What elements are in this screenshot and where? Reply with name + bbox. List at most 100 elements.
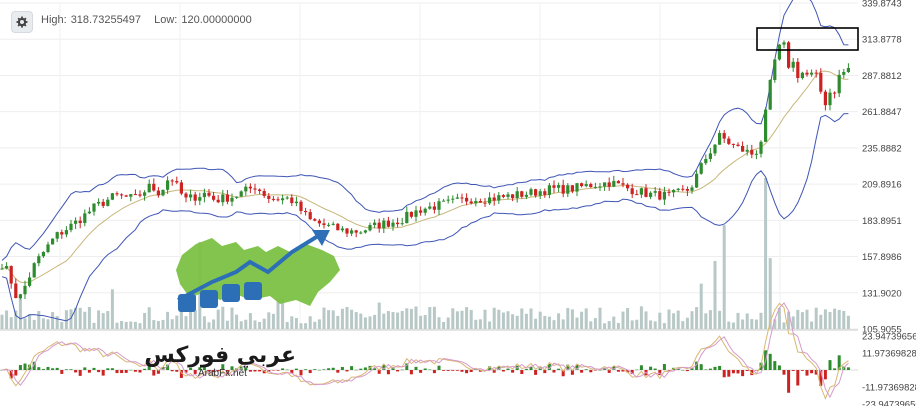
candle-body [529,189,533,195]
volume-bar [32,319,36,329]
volume-bar [230,307,234,329]
macd-histogram-bar [271,370,275,371]
volume-bar [55,316,59,329]
candle-body [750,149,754,155]
candle-body [161,189,165,196]
candle-body [92,203,96,212]
candle-body [152,183,156,191]
volume-bar [308,316,312,329]
macd-histogram-bar [138,370,142,373]
volume-bar [616,322,620,329]
candle-body [129,194,133,197]
candle-body [216,199,220,203]
candle-body [626,184,630,189]
candle-body [704,158,708,164]
volume-bar [331,310,335,329]
volume-bar [529,308,533,329]
macd-histogram-bar [400,369,404,371]
settings-gear-button[interactable] [11,11,33,33]
candle-body [736,144,740,146]
candle-body [377,222,381,229]
volume-bar [419,315,423,329]
volume-bar [74,307,78,329]
volume-bar [736,312,740,329]
macd-histogram-bar [129,369,133,371]
macd-histogram-bar [557,368,561,370]
candle-body [336,223,340,231]
candle-body [322,223,326,226]
candle-body [846,68,850,73]
volume-bar [207,322,211,329]
volume-bar [69,309,73,329]
candle-body [170,180,174,182]
macd-histogram-bar [455,370,459,371]
candle-body [644,188,648,197]
volume-bar [451,308,455,329]
candle-body [340,228,344,231]
macd-histogram-bar [478,370,482,372]
candle-body [202,192,206,198]
candle-body [814,72,818,74]
high-label: High: [41,14,67,26]
candle-body [566,185,570,194]
volume-bar [800,312,804,329]
volume-bar [340,308,344,329]
candle-body [713,144,717,154]
candle-body [41,251,45,257]
macd-histogram-bar [432,370,436,374]
candle-body [78,220,82,224]
macd-histogram-bar [414,366,418,370]
candle-body [810,72,814,75]
volume-bar [520,308,524,329]
candle-body [55,232,59,239]
candle-body [662,191,666,200]
macd-histogram-bar [18,365,22,370]
macd-histogram-bar [60,370,64,374]
macd-histogram-bar [469,370,473,373]
macd-histogram-bar [547,363,551,370]
macd-histogram-bar [248,370,252,372]
volume-bar [557,313,561,329]
volume-bar [41,318,45,329]
high-low-readout: High: 318.73255497 Low: 120.00000000 [41,14,256,26]
candle-body [446,199,450,201]
macd-histogram-bar [423,368,427,370]
candle-body [741,145,745,152]
candle-body [469,201,473,204]
macd-histogram-bar [736,370,740,374]
volume-bar [221,306,225,329]
volume-bar [432,306,436,329]
logo-arabic: عربي فوركس [144,343,296,368]
price-tick-label: 131.9020 [862,288,902,299]
map-shape [176,238,340,306]
macd-histogram-bar [566,364,570,370]
macd-histogram-bar [147,365,151,370]
candle-body [133,194,137,196]
volume-bar [18,295,22,329]
candle-body [32,263,36,278]
macd-histogram-bar [552,370,556,373]
candle-body [400,223,404,225]
candle-body [115,193,119,195]
macd-histogram-bar [189,367,193,370]
macd-histogram-bar [543,370,547,374]
volume-bar [446,317,450,329]
macd-histogram-bar [773,361,777,370]
volume-bar [396,312,400,329]
macd-histogram-bar [446,370,450,371]
candle-body [74,220,78,224]
macd-histogram-bar [828,360,832,370]
macd-histogram-bar [354,369,358,371]
macd-histogram-bar [745,370,749,371]
volume-bar [138,323,142,329]
volume-bar [837,309,841,329]
volume-bar [759,312,763,329]
macd-histogram-bar [846,367,850,370]
volume-bar [97,310,101,329]
macd-histogram-bar [212,370,216,373]
macd-histogram-bar [488,366,492,370]
candle-body [649,192,653,197]
candle-body [350,230,354,234]
macd-histogram-bar [276,370,280,371]
volume-bar [805,309,809,329]
